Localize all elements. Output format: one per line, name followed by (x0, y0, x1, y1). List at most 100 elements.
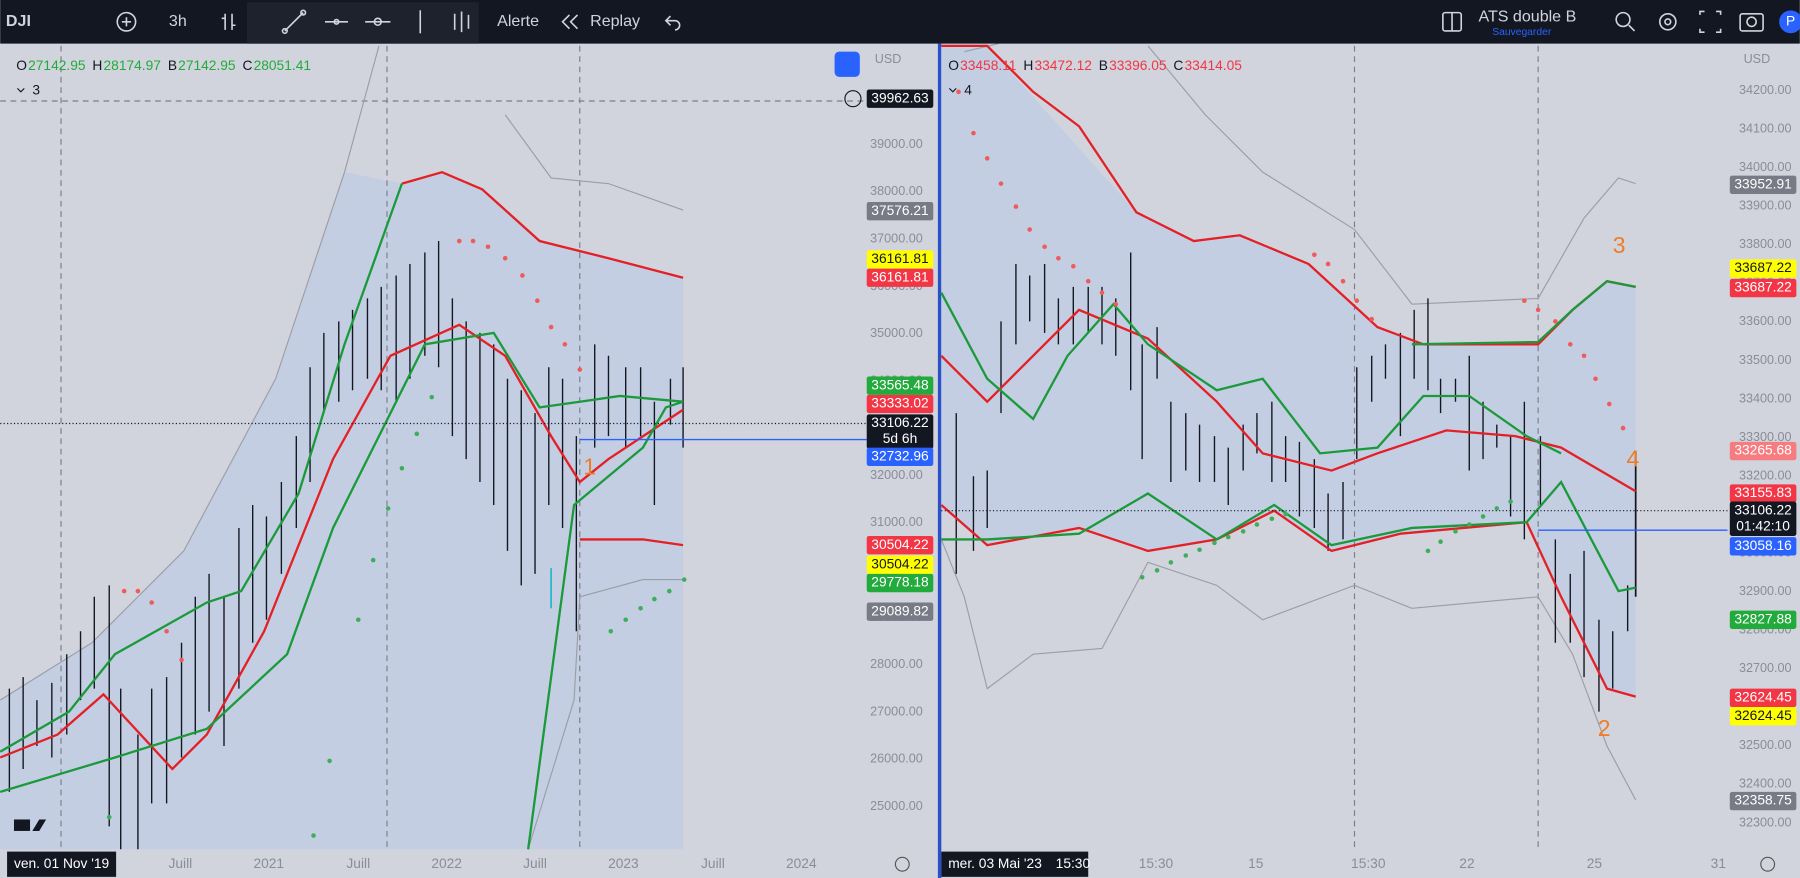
toolbar-icons (116, 9, 1764, 35)
price-tag (866, 89, 934, 108)
time-label: 15 (1248, 856, 1264, 871)
replay-button[interactable]: Replay (590, 12, 640, 30)
price-tag-label: 32827.88 (1734, 611, 1792, 626)
price-tag (1729, 484, 1797, 503)
left-chart (0, 45, 910, 872)
add-button[interactable] (844, 90, 862, 108)
price-tag (866, 201, 934, 221)
outer-band (940, 539, 1637, 801)
time-label: 2022 (431, 856, 462, 871)
price-tag-label: 29089.82 (871, 603, 928, 618)
upper-band (1411, 279, 1636, 346)
legend-value: 27142.95 (28, 58, 86, 73)
price-tick-label: 33900.00 (1739, 199, 1792, 213)
time-label: 2021 (253, 856, 284, 871)
price-tick-label: 39000.00 (870, 137, 923, 151)
price-tag (866, 268, 934, 287)
lower-band (579, 538, 684, 547)
price-tag (866, 573, 934, 593)
price-tick-label: 33400.00 (1739, 391, 1792, 405)
upper-band (0, 183, 403, 753)
price-tag-label: 32732.96 (871, 448, 929, 463)
lower-band (941, 480, 1636, 593)
price-tag-label: 33687.22 (1734, 280, 1791, 295)
crosshair-date: mer. 03 Mai '23 (948, 856, 1042, 871)
avatar[interactable] (1779, 10, 1800, 34)
indicator-count: 4 (964, 82, 972, 97)
price-tick-label: 32700.00 (1739, 661, 1792, 675)
symbol[interactable]: DJI (6, 12, 31, 30)
price-tag (1729, 175, 1797, 194)
legend-value: 27142.95 (178, 58, 236, 73)
price-tick-label: 34100.00 (1739, 122, 1792, 136)
price-tag (866, 250, 934, 269)
settings-button[interactable] (894, 856, 910, 872)
price-tag-label: 32624.45 (1734, 689, 1792, 704)
sync-button[interactable] (834, 51, 860, 77)
price-tag-label: 36161.81 (871, 251, 928, 266)
currency: USD (875, 52, 902, 66)
legend-key: H (92, 58, 102, 73)
outer-band (527, 579, 684, 850)
time-label: Juill (523, 856, 547, 871)
price-tick-label: 32300.00 (1739, 815, 1792, 829)
crosshair-date-box (7, 851, 117, 877)
layout-name[interactable]: ATS double B (1478, 7, 1576, 25)
upper-band (401, 170, 684, 279)
price-tag-label: 33687.22 (1734, 260, 1791, 275)
price-tick-label: 31000.00 (870, 515, 923, 529)
price-tick-label: 33600.00 (1739, 314, 1792, 328)
time-label: 22 (1459, 856, 1474, 871)
time-label: Juill (169, 856, 193, 871)
lower-band (527, 400, 684, 850)
legend-key: O (948, 58, 959, 73)
price-tag-countdown: 01:42:10 (1736, 518, 1790, 533)
price-tick-label: 32400.00 (1739, 777, 1792, 791)
price-tick-label: 28000.00 (870, 657, 923, 671)
price-tag (1729, 688, 1797, 707)
price-tag (866, 394, 934, 414)
price-tick-label: 33300.00 (1739, 430, 1792, 444)
sar-dots (121, 238, 583, 663)
drawing-tools-group (246, 2, 479, 44)
time-label: 25 (1587, 856, 1603, 871)
price-tick-label: 32000.00 (870, 468, 923, 482)
legend-key: H (1023, 58, 1033, 73)
settings-button[interactable] (1760, 856, 1776, 872)
legend-key: C (1173, 58, 1183, 73)
price-tick-label: 35000.00 (870, 326, 923, 340)
time-label: 31 (1711, 856, 1726, 871)
legend-value: 33458.11 (960, 58, 1016, 73)
band-fill (941, 45, 1636, 697)
price-tag-label: 30504.22 (871, 537, 928, 552)
alert-button[interactable]: Alerte (497, 12, 539, 30)
price-tag (1729, 610, 1797, 629)
price-tag-label: 30504.22 (871, 556, 928, 571)
currency: USD (1744, 52, 1771, 66)
annotation: 4 (1627, 445, 1640, 471)
crosshair-date-box (941, 851, 1089, 877)
interval[interactable]: 3h (169, 12, 187, 30)
outer-band (1147, 45, 1636, 305)
price-tag-label: 37576.21 (871, 203, 928, 218)
annotation: 3 (1613, 232, 1626, 258)
middle-band (940, 292, 1562, 455)
crosshair-time: 15:30 (1056, 856, 1091, 871)
price-tick-label: 26000.00 (870, 752, 923, 766)
collapse-arrow (948, 87, 957, 93)
price-tag (866, 602, 934, 621)
price-tag-label: 39962.63 (871, 90, 929, 105)
price-tag-label: 33106.22 (871, 415, 928, 430)
outer-band (0, 45, 380, 701)
price-tick-label: 27000.00 (870, 704, 923, 718)
legend-value: 28174.97 (104, 58, 161, 73)
panel-divider (937, 43, 942, 878)
price-tag-label: 29778.18 (871, 575, 929, 590)
price-tag-label: 33106.22 (1734, 502, 1791, 517)
price-tag-label: 33565.48 (871, 377, 929, 392)
avatar-letter: P (1786, 13, 1795, 28)
price-tag (1729, 537, 1797, 556)
save-status[interactable]: Sauvegarder (1492, 27, 1552, 38)
outer-band (964, 43, 999, 53)
